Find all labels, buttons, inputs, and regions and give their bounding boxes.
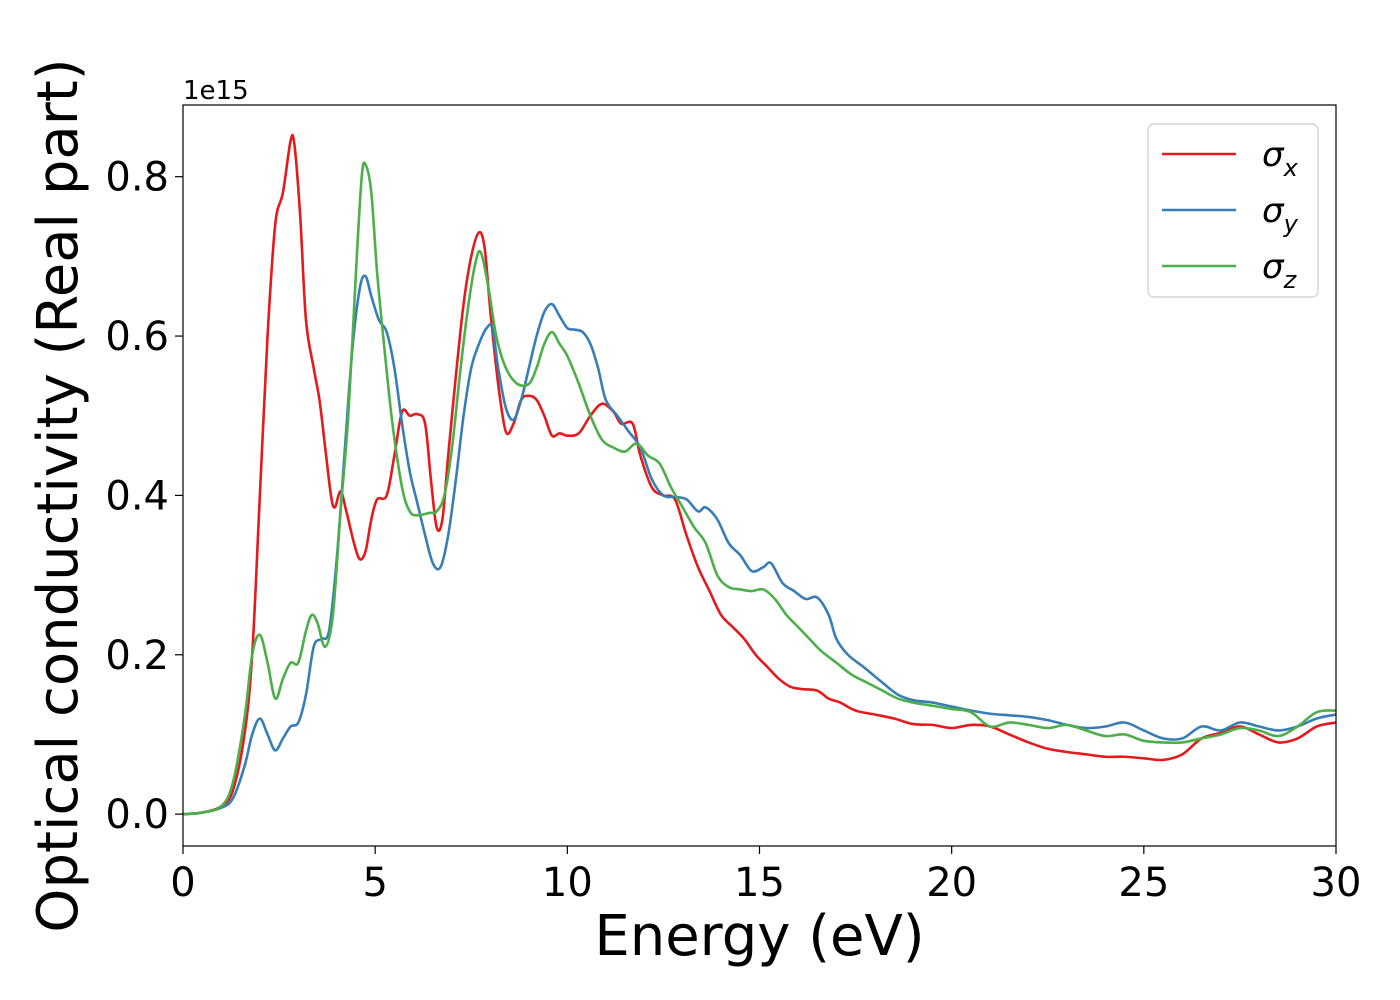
series-layer	[183, 133, 1336, 816]
x-tick-label: 0	[170, 860, 195, 906]
legend-label-z: σz	[1262, 247, 1298, 294]
y-axis: 0.0 0.2 0.4 0.6 0.8	[105, 155, 183, 838]
legend: σx σy σz	[1147, 123, 1319, 298]
x-tick-label: 25	[1118, 860, 1169, 906]
y-tick-label: 0.2	[105, 633, 169, 679]
series-line-z	[183, 161, 1336, 816]
x-tick-label: 20	[926, 860, 977, 906]
legend-label-x: σx	[1262, 135, 1299, 182]
x-tick-label: 30	[1311, 860, 1362, 906]
x-tick-label: 15	[734, 860, 785, 906]
series-line-y	[183, 274, 1336, 816]
legend-label-y: σy	[1262, 191, 1299, 238]
y-tick-label: 0.6	[105, 314, 169, 360]
x-tick-label: 10	[542, 860, 593, 906]
series-line-x	[183, 133, 1336, 816]
y-tick-label: 0.8	[105, 155, 169, 201]
x-axis: 0 5 10 15 20 25 30	[170, 846, 1361, 906]
y-axis-title: Optical conductivity (Real part)	[26, 58, 91, 932]
x-tick-label: 5	[362, 860, 387, 906]
y-tick-label: 0.0	[105, 792, 169, 838]
x-axis-title: Energy (eV)	[594, 904, 924, 969]
y-tick-label: 0.4	[105, 473, 169, 519]
y-axis-offset-label: 1e15	[183, 76, 249, 106]
